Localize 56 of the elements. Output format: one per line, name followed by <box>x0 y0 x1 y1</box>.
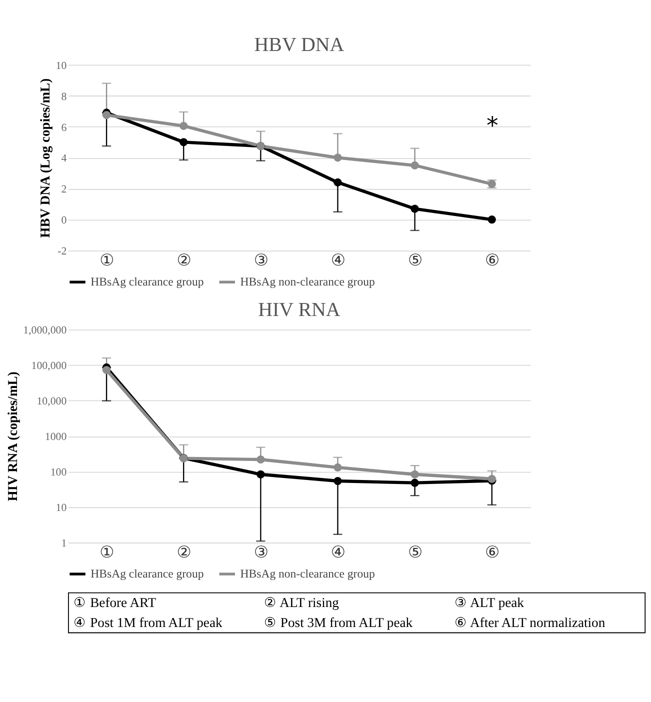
x-tick-label: ④ <box>330 542 346 562</box>
text: ③ ALT peak <box>454 594 524 610</box>
y-tick-label: 2 <box>61 184 67 196</box>
x-tick-label: ② <box>176 542 192 562</box>
y-tick-label: 6 <box>61 122 68 134</box>
point <box>334 178 342 186</box>
y-tick-label: 1,000,000 <box>23 324 68 337</box>
x-tick-label: ⑥ <box>485 250 500 270</box>
y-tick-label: 10 <box>56 60 68 72</box>
y-tick-label: -2 <box>58 246 67 258</box>
y-tick-label: 8 <box>61 90 68 103</box>
point <box>180 138 188 146</box>
point <box>488 216 496 224</box>
y-tick-label: 10 <box>56 502 68 514</box>
x-tick-label: ⑤ <box>408 250 423 270</box>
point <box>256 455 265 464</box>
y-axis-title: HIV RNA (copies/mL) <box>4 372 20 502</box>
x-tick-label: ② <box>176 250 192 270</box>
text: ① Before ART <box>74 594 157 610</box>
point <box>102 111 111 120</box>
point <box>334 476 342 486</box>
point <box>256 470 265 478</box>
point <box>102 366 111 374</box>
y-tick-label: 1000 <box>44 431 68 444</box>
x-tick-label: ④ <box>330 250 346 270</box>
point <box>334 154 342 162</box>
y-axis-title: HBV DNA (Log copies/mL) <box>37 78 52 238</box>
x-tick-label: ① <box>100 250 114 270</box>
text: ④ Post 1M from ALT peak <box>74 614 222 630</box>
y-tick-label: 1 <box>61 538 67 550</box>
x-tick-label: ⑥ <box>485 542 500 562</box>
point <box>180 122 188 130</box>
annotation: * <box>486 111 498 140</box>
chart-title: HIV RNA <box>258 298 341 321</box>
y-tick-label: 100 <box>50 466 68 479</box>
y-tick-label: 100,000 <box>31 360 68 372</box>
point <box>410 204 419 213</box>
point <box>410 478 419 487</box>
x-tick-label: ③ <box>254 542 268 562</box>
point <box>410 161 419 170</box>
point <box>410 470 419 478</box>
x-tick-label: ① <box>100 542 114 562</box>
text: ② ALT rising <box>264 594 340 610</box>
chart-title: HBV DNA <box>254 34 345 56</box>
point <box>334 463 342 472</box>
legend-label: HBsAg non-clearance group <box>240 568 375 581</box>
y-tick-label: 0 <box>61 214 68 227</box>
y-tick-label: 4 <box>61 152 68 165</box>
x-tick-label: ⑤ <box>408 542 423 562</box>
legend-label: HBsAg clearance group <box>90 568 204 581</box>
legend-label: HBsAg non-clearance group <box>240 276 375 289</box>
legend-label: HBsAg clearance group <box>90 276 204 289</box>
y-tick-label: 10,000 <box>36 396 68 408</box>
text: ⑥ After ALT normalization <box>454 614 606 630</box>
x-tick-label: ③ <box>254 250 268 270</box>
text: ⑤ Post 3M from ALT peak <box>264 614 413 630</box>
